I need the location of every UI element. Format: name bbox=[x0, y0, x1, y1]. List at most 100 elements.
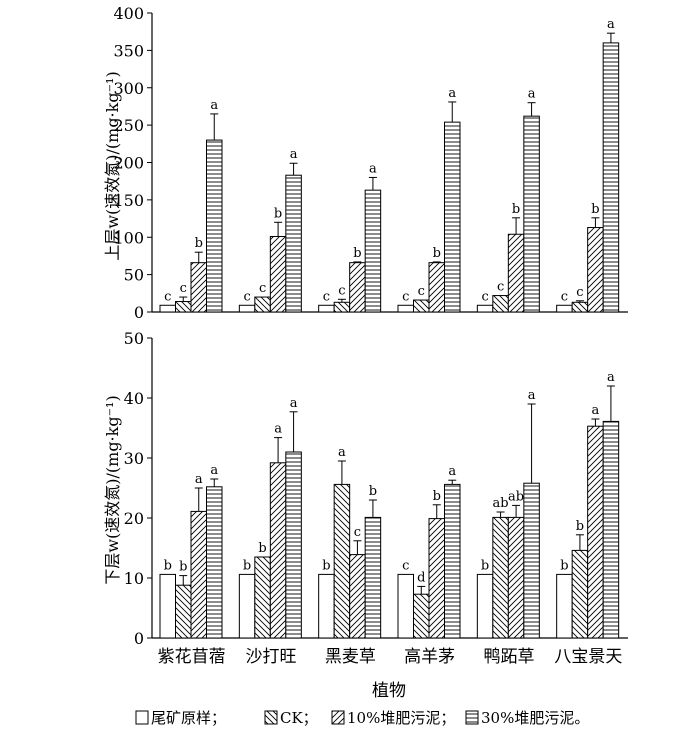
legend: 尾矿原样； CK； 10%堆肥污泥； 30%堆肥污泥。 bbox=[135, 709, 589, 727]
lower-significance-letter: ab bbox=[493, 496, 509, 511]
category-label: 紫花苜蓿 bbox=[158, 647, 226, 667]
upper-significance-letter: c bbox=[576, 285, 583, 300]
upper-y-tick-label: 350 bbox=[113, 41, 144, 60]
legend-label-10pct: 10%堆肥污泥； bbox=[347, 709, 455, 727]
lower-bar-tailings bbox=[397, 573, 414, 639]
lower-significance-letter: b bbox=[481, 558, 489, 573]
lower-significance-letter: b bbox=[322, 558, 330, 573]
lower-bar-tailings bbox=[318, 573, 335, 639]
category-label: 鸭跖草 bbox=[484, 647, 535, 667]
upper-significance-letter: c bbox=[164, 289, 171, 304]
lower-significance-letter: b bbox=[576, 519, 584, 534]
upper-significance-letter: c bbox=[338, 283, 345, 298]
lower-bar-sludge30 bbox=[364, 516, 382, 639]
upper-bar-tailings bbox=[238, 304, 256, 313]
upper-bar-sludge10 bbox=[428, 262, 445, 313]
lower-y-axis-label: 下层w(速效氮)/(mg·kg⁻¹) bbox=[103, 395, 122, 584]
upper-significance-letter: c bbox=[180, 281, 187, 296]
lower-bar-tailings bbox=[556, 573, 573, 639]
legend-swatch-horizontal bbox=[465, 710, 479, 725]
lower-significance-letter: b bbox=[243, 558, 251, 573]
upper-significance-letter: c bbox=[481, 289, 488, 304]
lower-significance-letter: a bbox=[290, 396, 298, 411]
upper-significance-letter: c bbox=[561, 289, 568, 304]
lower-bar-ck bbox=[175, 584, 192, 639]
upper-significance-letter: b bbox=[433, 246, 441, 261]
upper-bar-sludge30 bbox=[523, 115, 540, 313]
upper-significance-letter: b bbox=[274, 206, 282, 221]
upper-significance-letter: c bbox=[497, 280, 504, 295]
upper-bar-sludge30 bbox=[364, 189, 382, 313]
lower-bar-sludge30 bbox=[523, 482, 540, 639]
category-label: 黑麦草 bbox=[325, 647, 376, 667]
upper-significance-letter: b bbox=[195, 236, 203, 251]
upper-bar-sludge30 bbox=[602, 42, 620, 313]
upper-significance-letter: a bbox=[290, 147, 298, 162]
upper-bar-ck bbox=[413, 299, 430, 313]
upper-bar-ck bbox=[333, 301, 351, 313]
lower-bar-sludge30 bbox=[285, 451, 302, 639]
legend-label-30pct: 30%堆肥污泥。 bbox=[481, 709, 589, 727]
lower-significance-letter: a bbox=[210, 463, 218, 478]
lower-significance-letter: ab bbox=[508, 489, 524, 504]
upper-bar-tailings bbox=[159, 304, 176, 313]
lower-bar-sludge30 bbox=[444, 483, 461, 639]
category-label: 高羊茅 bbox=[404, 647, 455, 667]
upper-y-tick-label: 0 bbox=[134, 303, 144, 322]
upper-bar-ck bbox=[571, 301, 589, 313]
legend-swatch-forward-diagonal bbox=[331, 710, 345, 725]
upper-significance-letter: b bbox=[591, 202, 599, 217]
upper-significance-letter: c bbox=[402, 289, 409, 304]
legend-label-tailings: 尾矿原样； bbox=[151, 709, 226, 727]
upper-significance-letter: c bbox=[323, 289, 330, 304]
lower-significance-letter: c bbox=[354, 525, 361, 540]
upper-bar-sludge30 bbox=[444, 121, 461, 313]
upper-significance-letter: b bbox=[512, 202, 520, 217]
lower-significance-letter: a bbox=[448, 464, 456, 479]
upper-significance-letter: b bbox=[353, 246, 361, 261]
lower-significance-letter: a bbox=[195, 472, 203, 487]
lower-significance-letter: a bbox=[274, 422, 282, 437]
upper-bar-sludge10 bbox=[587, 227, 604, 313]
upper-y-tick-label: 50 bbox=[124, 266, 144, 285]
lower-bar-sludge30 bbox=[602, 420, 620, 639]
lower-significance-letter: b bbox=[164, 558, 172, 573]
lower-bar-sludge10 bbox=[190, 510, 207, 639]
lower-significance-letter: b bbox=[179, 560, 187, 575]
upper-y-tick-label: 150 bbox=[113, 191, 144, 210]
upper-significance-letter: a bbox=[607, 17, 615, 32]
upper-y-tick-label: 100 bbox=[113, 228, 144, 247]
upper-significance-letter: c bbox=[418, 284, 425, 299]
upper-bar-tailings bbox=[556, 304, 573, 313]
lower-bar-ck bbox=[492, 516, 509, 639]
lower-significance-letter: a bbox=[528, 388, 536, 403]
lower-significance-letter: b bbox=[258, 541, 266, 556]
lower-y-tick-label: 40 bbox=[124, 389, 144, 408]
lower-significance-letter: a bbox=[338, 445, 346, 460]
upper-bar-tailings bbox=[476, 304, 494, 313]
upper-y-tick-label: 200 bbox=[113, 154, 144, 173]
upper-significance-letter: a bbox=[448, 86, 456, 101]
upper-bar-sludge30 bbox=[206, 139, 223, 313]
lower-bar-tailings bbox=[159, 573, 176, 639]
category-label: 八宝景天 bbox=[554, 647, 622, 667]
upper-significance-letter: a bbox=[528, 87, 536, 102]
legend-swatch-back-diagonal bbox=[264, 710, 278, 725]
lower-bar-ck bbox=[413, 593, 430, 639]
lower-bar-sludge30 bbox=[206, 486, 223, 639]
upper-significance-letter: a bbox=[369, 161, 377, 176]
legend-swatch-blank bbox=[135, 710, 149, 725]
lower-significance-letter: c bbox=[402, 558, 409, 573]
upper-significance-letter: a bbox=[210, 98, 218, 113]
lower-y-tick-label: 0 bbox=[134, 629, 144, 648]
lower-significance-letter: a bbox=[592, 403, 600, 418]
lower-significance-letter: b bbox=[433, 489, 441, 504]
upper-bar-ck bbox=[254, 296, 271, 313]
lower-bar-ck bbox=[571, 549, 589, 639]
lower-significance-letter: d bbox=[417, 570, 425, 585]
upper-significance-letter: c bbox=[259, 281, 266, 296]
upper-bar-sludge10 bbox=[507, 233, 525, 313]
